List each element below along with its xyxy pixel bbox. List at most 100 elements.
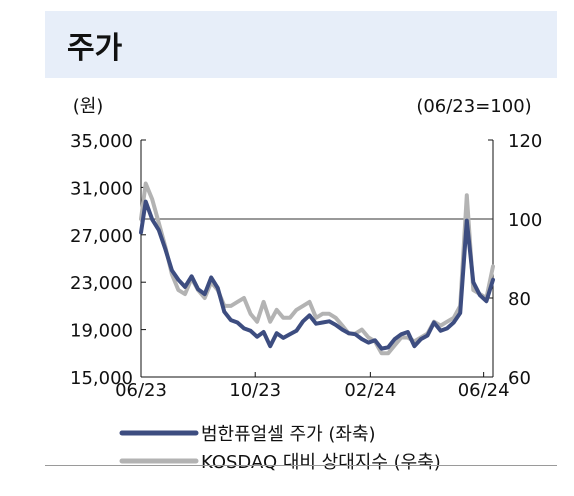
stock-price-point <box>426 334 429 337</box>
left-unit-label: (원) <box>73 96 104 117</box>
stock-price-point <box>419 337 423 341</box>
stock-price-point <box>177 278 180 282</box>
kosdaq-relative-point <box>255 320 259 324</box>
stock-price-point <box>327 319 331 323</box>
kosdaq-relative-point <box>327 312 331 316</box>
kosdaq-relative-point <box>439 324 442 327</box>
kosdaq-relative-point <box>393 344 397 347</box>
stock-price-point <box>288 332 292 336</box>
y-right-tick-label: 120 <box>508 131 542 152</box>
stock-price-point <box>393 337 397 341</box>
kosdaq-relative-point <box>314 316 318 320</box>
stock-price-point <box>334 323 338 327</box>
y-right-tick-label: 80 <box>508 289 531 310</box>
kosdaq-relative-point <box>144 182 148 185</box>
stock-price-point <box>196 287 200 291</box>
stock-price-point <box>308 314 311 317</box>
kosdaq-relative-point <box>242 296 246 300</box>
stock-price-point <box>242 327 246 330</box>
stock-price-point <box>386 346 390 349</box>
stock-price-point <box>275 331 279 335</box>
kosdaq-relative-point <box>295 308 298 312</box>
kosdaq-relative-point <box>308 300 311 304</box>
stock-price-point <box>373 338 377 342</box>
kosdaq-relative-point <box>321 312 324 316</box>
kosdaq-relative-point <box>301 304 305 308</box>
kosdaq-relative-point <box>275 308 279 312</box>
kosdaq-relative-point <box>288 316 292 320</box>
x-tick-label: 02/24 <box>344 380 396 401</box>
stock-price-point <box>183 285 187 289</box>
stock-price-point <box>340 328 344 331</box>
y-left-tick-label: 31,000 <box>70 178 133 199</box>
y-left-tick-label: 35,000 <box>70 131 133 152</box>
stock-price-point <box>399 332 403 336</box>
y-left-tick-label: 19,000 <box>70 321 133 342</box>
stock-price-point <box>478 293 482 297</box>
stock-price-point <box>367 341 370 344</box>
y-right-tick-label: 60 <box>508 368 531 389</box>
stock-price-point <box>471 280 475 284</box>
stock-price-point <box>485 299 488 303</box>
stock-price-point <box>314 322 318 326</box>
kosdaq-relative-point <box>157 221 161 225</box>
kosdaq-relative-point <box>334 316 338 320</box>
kosdaq-relative-point <box>203 296 207 300</box>
kosdaq-relative-point <box>465 193 469 197</box>
stock-price-point <box>354 332 357 336</box>
stock-price-point <box>255 335 259 339</box>
stock-price-point <box>465 219 469 223</box>
stock-price-point <box>163 247 167 251</box>
stock-price-point <box>347 331 351 335</box>
stock-price-point <box>209 276 213 279</box>
stock-price-point <box>144 200 148 204</box>
stock-price-point <box>190 274 194 278</box>
y-left-tick-label: 15,000 <box>70 368 133 389</box>
stock-price-point <box>360 337 364 341</box>
kosdaq-relative-point <box>367 336 370 339</box>
page-title: 주가 <box>67 31 123 66</box>
kosdaq-relative-point <box>491 265 495 268</box>
stock-price-point <box>452 321 456 324</box>
stock-price-point <box>491 278 495 282</box>
y-left-tick-label: 27,000 <box>70 226 133 247</box>
x-tick-label: 06/24 <box>458 380 510 401</box>
stock-price-point <box>157 228 161 232</box>
kosdaq-relative-point <box>281 316 285 320</box>
stock-price-point <box>458 311 462 315</box>
stock-price-point <box>229 318 233 322</box>
kosdaq-relative-point <box>262 300 265 304</box>
stock-price-point <box>406 330 410 334</box>
kosdaq-relative-point <box>150 197 154 201</box>
stock-price-point <box>203 292 207 296</box>
bottom-divider <box>45 465 557 466</box>
kosdaq-relative-point <box>236 300 239 304</box>
kosdaq-relative-point <box>360 328 364 331</box>
x-tick-label: 10/23 <box>229 380 281 401</box>
kosdaq-relative-point <box>268 320 272 324</box>
stock-price-point <box>432 321 436 324</box>
stock-price-point <box>439 329 442 333</box>
stock-price-point <box>281 336 285 340</box>
legend-label-stock-price: 범한퓨얼셀 주가 (좌축) <box>201 424 376 445</box>
stock-price-point <box>249 329 252 333</box>
kosdaq-relative-point <box>229 304 233 308</box>
title-band: 주가 <box>45 11 557 78</box>
stock-price-point <box>268 344 272 348</box>
stock-price-point <box>301 319 305 323</box>
stock-price-point <box>295 329 298 333</box>
stock-price-point <box>139 231 143 234</box>
kosdaq-relative-point <box>386 351 390 355</box>
legend-label-kosdaq-relative: KOSDAQ 대비 상대지수 (우축) <box>201 452 441 473</box>
kosdaq-relative-point <box>445 320 449 324</box>
y-left-tick-label: 23,000 <box>70 273 133 294</box>
stock-price-point <box>380 347 383 350</box>
stock-price-point <box>445 327 449 330</box>
stock-price-point <box>413 344 416 348</box>
kosdaq-relative-point <box>380 351 383 355</box>
stock-price-point <box>216 286 220 290</box>
kosdaq-relative-point <box>177 288 180 292</box>
kosdaq-relative-point <box>340 324 344 327</box>
stock-price-point <box>222 310 226 314</box>
